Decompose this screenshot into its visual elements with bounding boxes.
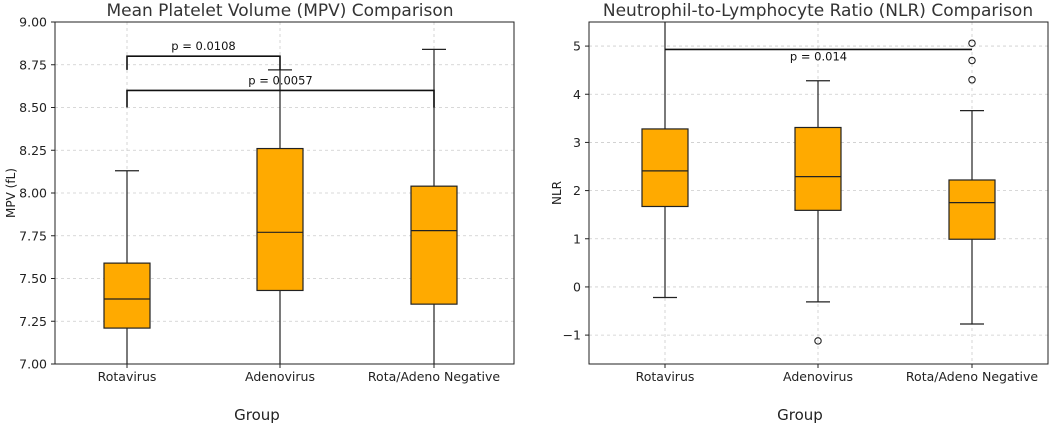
p-value-label: p = 0.0108 (171, 39, 236, 53)
nlr-y-tick-label: 3 (573, 135, 581, 150)
nlr-significance-bracket-0: p = 0.014 (665, 48, 972, 63)
mpv-chart-title: Mean Platelet Volume (MPV) Comparison (106, 1, 453, 21)
nlr-x-axis-label: Group (777, 406, 823, 424)
outlier-point (968, 39, 976, 47)
iqr-box (641, 128, 689, 208)
mpv-box-2 (410, 48, 458, 364)
outlier-point (968, 56, 976, 65)
nlr-box-0 (641, 22, 689, 299)
nlr-y-tick-label: 4 (573, 87, 581, 102)
nlr-chart-panel: p = 0.014 −1 0 1 2 3 4 5 Rotavirus Adenovirus Rot… (550, 1, 1049, 424)
nlr-y-axis-label: NLR (550, 181, 564, 205)
nlr-x-tick-label: Adenovirus (783, 369, 853, 384)
nlr-y-tick-label: 2 (573, 183, 581, 198)
mpv-box-0 (103, 170, 151, 364)
nlr-box-1 (794, 80, 842, 345)
mpv-y-tick-label: 8.25 (19, 143, 47, 158)
outlier-point (968, 76, 976, 84)
mpv-x-tick-label: Adenovirus (245, 369, 315, 384)
iqr-box (948, 179, 996, 240)
iqr-box (256, 147, 304, 292)
mpv-box-1 (256, 69, 304, 364)
mpv-x-tick-label: Rota/Adeno Negative (368, 369, 500, 384)
p-value-label: p = 0.0057 (248, 73, 313, 87)
nlr-chart-title: Neutrophil-to-Lymphocyte Ratio (NLR) Com… (603, 1, 1033, 21)
nlr-y-tick-label: 1 (573, 231, 581, 246)
iqr-box (103, 262, 151, 329)
mpv-y-tick-label: 7.25 (19, 314, 47, 329)
p-value-label: p = 0.014 (790, 49, 847, 63)
mpv-y-tick-label: 8.75 (19, 57, 47, 72)
outlier-point (814, 337, 822, 345)
iqr-box (410, 185, 458, 305)
nlr-y-tick-label: 5 (573, 39, 581, 54)
nlr-y-tick-label: 0 (573, 279, 581, 294)
nlr-x-tick-label: Rota/Adeno Negative (906, 369, 1038, 384)
bracket-line (126, 89, 435, 108)
mpv-y-tick-label: 9.00 (19, 15, 47, 30)
mpv-significance-bracket-1: p = 0.0057 (126, 73, 435, 108)
nlr-y-tick-label: −1 (563, 328, 581, 343)
mpv-y-tick-label: 8.50 (19, 100, 47, 115)
mpv-y-tick-label: 8.00 (19, 186, 47, 201)
mpv-y-tick-label: 7.00 (19, 357, 47, 372)
mpv-x-axis-label: Group (234, 406, 280, 424)
mpv-y-tick-label: 7.75 (19, 228, 47, 243)
iqr-box (794, 126, 842, 211)
mpv-significance-bracket-0: p = 0.0108 (126, 39, 281, 70)
bracket-line (126, 55, 281, 70)
mpv-y-axis-label: MPV (fL) (4, 168, 18, 218)
nlr-box-2 (948, 39, 996, 325)
mpv-y-tick-label: 7.50 (19, 271, 47, 286)
nlr-x-tick-label: Rotavirus (636, 369, 695, 384)
mpv-chart-panel: p = 0.0108 p = 0.0057 7.00 7.25 7.50 7.75 8.0… (4, 1, 515, 424)
mpv-x-tick-label: Rotavirus (98, 369, 157, 384)
